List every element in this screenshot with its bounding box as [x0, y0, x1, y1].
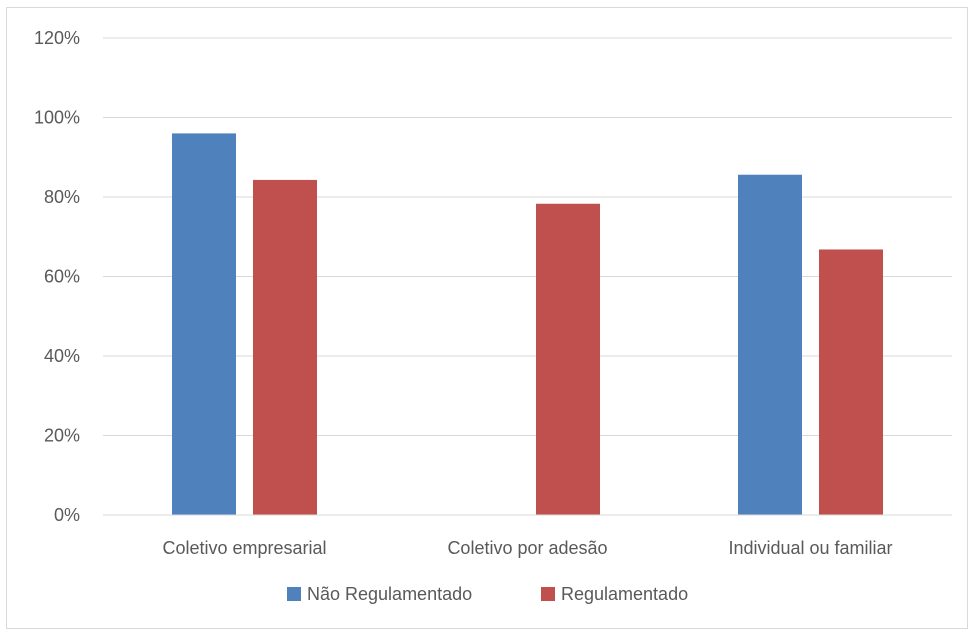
- bar-nao-regulamentado: [738, 174, 802, 516]
- chart-frame: [6, 7, 968, 629]
- y-tick-label: 120%: [34, 28, 80, 48]
- legend-swatch: [287, 587, 301, 601]
- y-tick-label: 0%: [54, 505, 80, 525]
- bar-regulamentado: [536, 203, 600, 515]
- y-tick-label: 60%: [44, 267, 80, 287]
- x-category-label: Coletivo por adesão: [447, 538, 607, 558]
- bar-regulamentado: [819, 249, 883, 515]
- bar-regulamentado: [253, 179, 317, 515]
- bar-nao-regulamentado: [172, 133, 236, 515]
- legend: Não Regulamentado Regulamentado: [287, 584, 688, 604]
- y-tick-label: 20%: [44, 426, 80, 446]
- x-axis-category-labels: Coletivo empresarial Coletivo por adesão I…: [162, 538, 892, 558]
- gridlines: [103, 37, 952, 436]
- y-tick-label: 80%: [44, 187, 80, 207]
- x-category-label: Coletivo empresarial: [162, 538, 326, 558]
- legend-label: Regulamentado: [561, 584, 688, 604]
- y-tick-label: 40%: [44, 346, 80, 366]
- y-tick-label: 100%: [34, 108, 80, 128]
- y-axis-tick-labels: 0% 20% 40% 60% 80% 100% 120%: [34, 28, 80, 525]
- legend-label: Não Regulamentado: [307, 584, 472, 604]
- bars: [172, 133, 883, 516]
- x-category-label: Individual ou familiar: [728, 538, 892, 558]
- legend-swatch: [541, 587, 555, 601]
